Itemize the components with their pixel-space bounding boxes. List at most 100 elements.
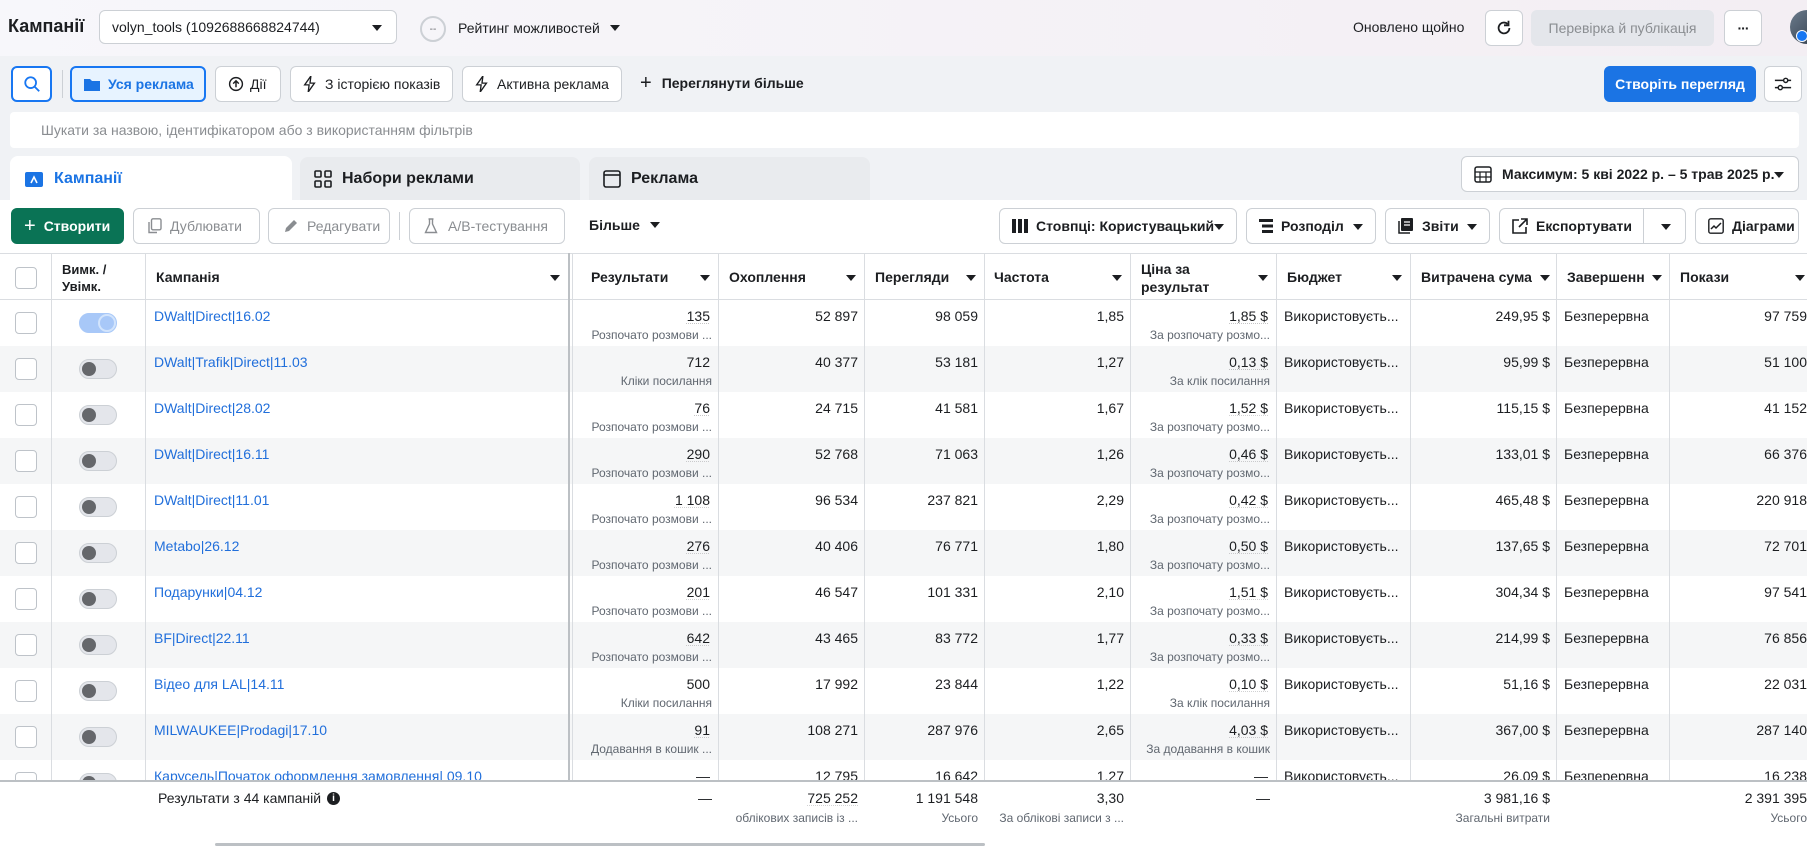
column-header-campaign[interactable]: Кампанія xyxy=(156,269,220,285)
campaign-name-link[interactable]: DWalt|Direct|11.01 xyxy=(154,492,270,508)
table-row[interactable]: DWalt|Direct|11.01 1 108 Розпочато розмо… xyxy=(0,484,1807,530)
column-header-spent[interactable]: Витрачена сума xyxy=(1421,269,1532,285)
sort-icon[interactable] xyxy=(550,275,560,281)
export-button[interactable]: Експортувати xyxy=(1499,208,1686,244)
results-value[interactable]: 712 xyxy=(686,354,710,370)
campaign-toggle[interactable] xyxy=(79,313,117,333)
campaign-toggle[interactable] xyxy=(79,727,117,747)
row-checkbox[interactable] xyxy=(15,680,37,702)
charts-button[interactable]: Діаграми xyxy=(1695,208,1799,244)
select-all-checkbox[interactable] xyxy=(15,267,37,289)
results-value[interactable]: 1 108 xyxy=(674,492,710,508)
campaign-toggle[interactable] xyxy=(79,405,117,425)
footer-reach[interactable]: 725 252 xyxy=(807,790,858,806)
opportunity-score-menu[interactable]: Рейтинг можливостей xyxy=(458,20,620,36)
cost-per-result-value[interactable]: 0,13 $ xyxy=(1229,354,1268,370)
sort-icon[interactable] xyxy=(846,275,856,281)
filter-active-ads[interactable]: Активна реклама xyxy=(462,66,622,102)
cost-per-result-value[interactable]: 0,42 $ xyxy=(1229,492,1268,508)
column-header-cost-per-result[interactable]: Ціна за результат xyxy=(1141,261,1210,295)
chevron-down-icon[interactable] xyxy=(1661,224,1671,230)
cost-per-result-value[interactable]: — xyxy=(1254,768,1268,782)
sort-icon[interactable] xyxy=(1112,275,1122,281)
refresh-button[interactable] xyxy=(1485,10,1523,46)
table-row[interactable]: Подарунки|04.12 201 Розпочато розмови ..… xyxy=(0,576,1807,622)
cost-per-result-value[interactable]: 0,46 $ xyxy=(1229,446,1268,462)
campaign-toggle[interactable] xyxy=(79,359,117,379)
column-header-ends[interactable]: Завершенн xyxy=(1567,269,1645,285)
tab-ad-sets[interactable]: Набори реклами xyxy=(300,157,580,200)
sort-icon[interactable] xyxy=(1392,275,1402,281)
row-checkbox[interactable] xyxy=(15,312,37,334)
row-checkbox[interactable] xyxy=(15,588,37,610)
ab-test-button[interactable]: A/B-тестування xyxy=(409,208,565,244)
sort-icon[interactable] xyxy=(700,275,710,281)
results-value[interactable]: 135 xyxy=(686,308,710,324)
results-value[interactable]: 276 xyxy=(686,538,710,554)
column-header-views[interactable]: Перегляди xyxy=(875,269,950,285)
row-checkbox[interactable] xyxy=(15,772,37,782)
date-range-picker[interactable]: Максимум: 5 кві 2022 р. – 5 трав 2025 р. xyxy=(1461,156,1799,192)
cost-per-result-value[interactable]: 0,33 $ xyxy=(1229,630,1268,646)
results-value[interactable]: 76 xyxy=(694,400,710,416)
cost-per-result-value[interactable]: 0,10 $ xyxy=(1229,676,1268,692)
reports-button[interactable]: Звіти xyxy=(1385,208,1490,244)
campaign-toggle[interactable] xyxy=(79,635,117,655)
sort-icon[interactable] xyxy=(1540,275,1550,281)
campaign-name-link[interactable]: Metabo|26.12 xyxy=(154,538,240,554)
campaign-name-link[interactable]: BF|Direct|22.11 xyxy=(154,630,250,646)
row-checkbox[interactable] xyxy=(15,404,37,426)
results-value[interactable]: — xyxy=(696,768,710,782)
results-value[interactable]: 201 xyxy=(686,584,710,600)
table-row[interactable]: BF|Direct|22.11 642 Розпочато розмови ..… xyxy=(0,622,1807,668)
search-input[interactable]: Шукати за назвою, ідентифікатором або з … xyxy=(10,112,1799,148)
column-header-toggle[interactable]: Вимк. / Увімк. xyxy=(62,262,107,294)
duplicate-button[interactable]: Дублювати xyxy=(133,208,260,244)
tab-campaigns[interactable]: Кампанії xyxy=(10,156,292,202)
column-header-results[interactable]: Результати xyxy=(591,269,669,285)
campaign-name-link[interactable]: DWalt|Direct|16.02 xyxy=(154,308,271,324)
table-row[interactable]: Відео для LAL|14.11 500 Кліки посилання … xyxy=(0,668,1807,714)
info-icon[interactable]: i xyxy=(327,791,341,805)
view-more-button[interactable]: + Переглянути більше xyxy=(640,73,804,93)
table-row[interactable]: DWalt|Direct|16.11 290 Розпочато розмови… xyxy=(0,438,1807,484)
filter-all-ads[interactable]: Уся реклама xyxy=(70,66,206,102)
campaign-toggle[interactable] xyxy=(79,543,117,563)
filter-with-impressions[interactable]: З історією показів xyxy=(290,66,453,102)
table-row[interactable]: Metabo|26.12 276 Розпочато розмови ... 4… xyxy=(0,530,1807,576)
sort-icon[interactable] xyxy=(1795,275,1805,281)
tab-ads[interactable]: Реклама xyxy=(589,157,870,200)
table-row[interactable]: DWalt|Direct|28.02 76 Розпочато розмови … xyxy=(0,392,1807,438)
campaign-toggle[interactable] xyxy=(79,589,117,609)
cost-per-result-value[interactable]: 4,03 $ xyxy=(1229,722,1268,738)
table-row[interactable]: MILWAUKEE|Prodagi|17.10 91 Додавання в к… xyxy=(0,714,1807,760)
create-button[interactable]: + Створити xyxy=(11,208,124,244)
table-row[interactable]: DWalt|Trafik|Direct|11.03 712 Кліки поси… xyxy=(0,346,1807,392)
campaign-name-link[interactable]: Відео для LAL|14.11 xyxy=(154,676,285,692)
cost-per-result-value[interactable]: 1,85 $ xyxy=(1229,308,1268,324)
campaign-toggle[interactable] xyxy=(79,451,117,471)
create-view-button[interactable]: Створіть перегляд xyxy=(1604,66,1756,102)
column-header-reach[interactable]: Охоплення xyxy=(729,269,806,285)
view-settings-button[interactable] xyxy=(1764,66,1802,102)
cost-per-result-value[interactable]: 1,51 $ xyxy=(1229,584,1268,600)
results-value[interactable]: 91 xyxy=(694,722,710,738)
cost-per-result-value[interactable]: 1,52 $ xyxy=(1229,400,1268,416)
breakdown-button[interactable]: Розподіл xyxy=(1246,208,1376,244)
sort-icon[interactable] xyxy=(1258,275,1268,281)
campaign-name-link[interactable]: DWalt|Trafik|Direct|11.03 xyxy=(154,354,308,370)
account-selector[interactable]: volyn_tools (1092688668824744) xyxy=(99,10,397,44)
filter-actions[interactable]: Дії xyxy=(215,66,281,102)
horizontal-scrollbar[interactable] xyxy=(215,843,985,846)
row-checkbox[interactable] xyxy=(15,542,37,564)
campaign-name-link[interactable]: MILWAUKEE|Prodagi|17.10 xyxy=(154,722,328,738)
sort-icon[interactable] xyxy=(1652,275,1662,281)
column-header-budget[interactable]: Бюджет xyxy=(1287,269,1342,285)
table-row[interactable]: DWalt|Direct|16.02 135 Розпочато розмови… xyxy=(0,300,1807,346)
column-header-frequency[interactable]: Частота xyxy=(994,269,1049,285)
campaign-toggle[interactable] xyxy=(79,681,117,701)
row-checkbox[interactable] xyxy=(15,726,37,748)
campaign-toggle[interactable] xyxy=(79,497,117,517)
campaign-name-link[interactable]: DWalt|Direct|16.11 xyxy=(154,446,270,462)
campaign-name-link[interactable]: Карусель|Початок оформлення замовлення| … xyxy=(154,768,482,782)
